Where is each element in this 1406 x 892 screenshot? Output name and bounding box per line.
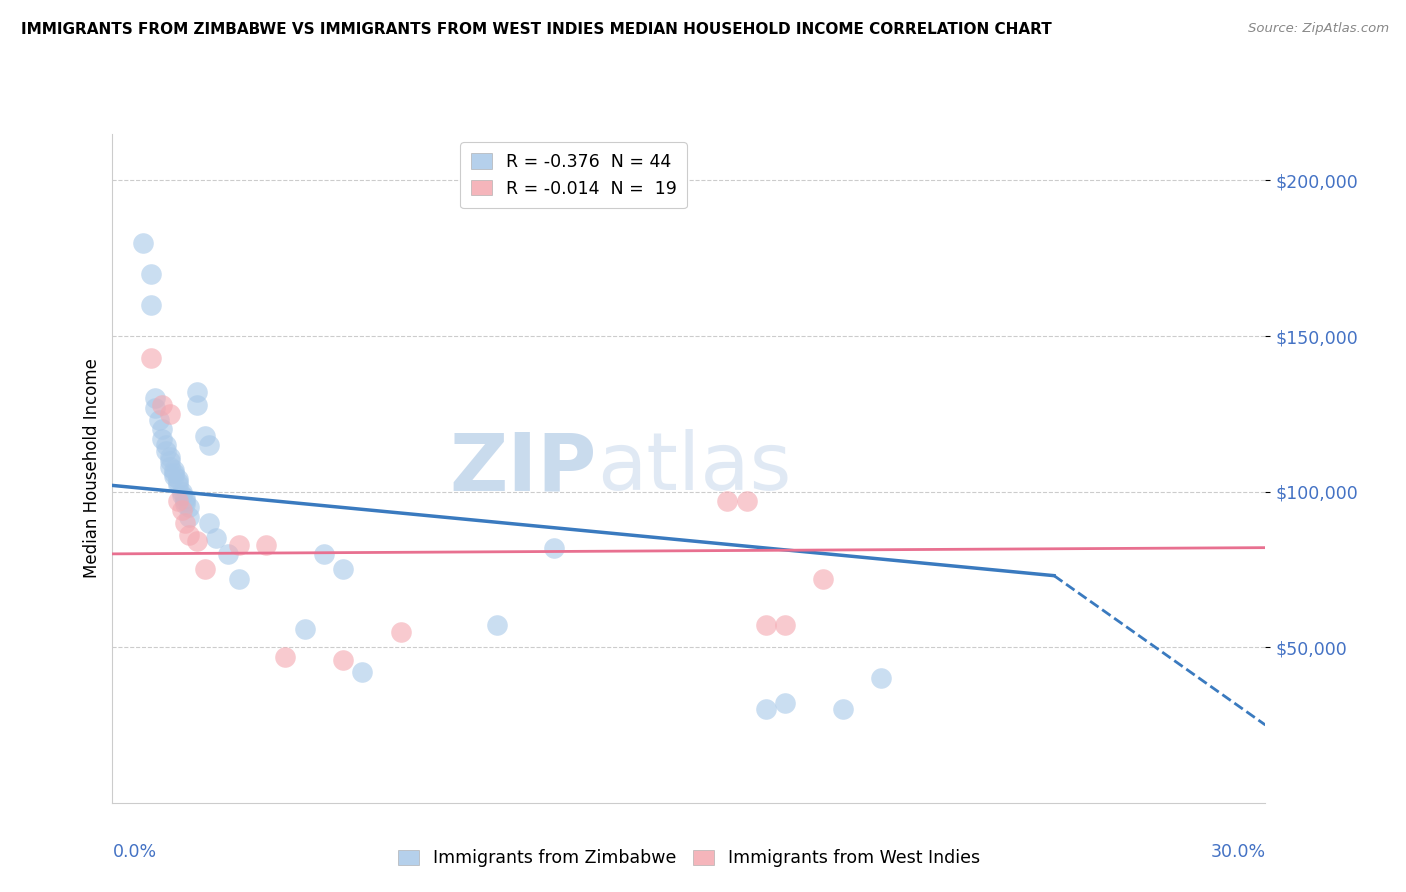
Point: [755, 618, 778, 632]
Text: IMMIGRANTS FROM ZIMBABWE VS IMMIGRANTS FROM WEST INDIES MEDIAN HOUSEHOLD INCOME : IMMIGRANTS FROM ZIMBABWE VS IMMIGRANTS F…: [21, 22, 1052, 37]
Point: [186, 534, 208, 549]
Point: [352, 665, 374, 679]
Point: [773, 696, 796, 710]
Point: [166, 472, 188, 486]
Point: [152, 422, 174, 436]
Point: [163, 466, 186, 480]
Point: [228, 572, 250, 586]
Point: [143, 392, 166, 406]
Point: [186, 397, 208, 411]
Point: [194, 562, 217, 576]
Point: [755, 702, 778, 716]
Y-axis label: Median Household Income: Median Household Income: [83, 359, 101, 578]
Point: [543, 541, 565, 555]
Point: [152, 432, 174, 446]
Point: [155, 438, 177, 452]
Point: [205, 531, 228, 545]
Point: [170, 503, 193, 517]
Point: [148, 413, 170, 427]
Point: [159, 459, 181, 474]
Point: [166, 494, 188, 508]
Point: [132, 235, 155, 250]
Text: 0.0%: 0.0%: [112, 843, 156, 861]
Point: [294, 622, 316, 636]
Point: [197, 516, 219, 530]
Point: [174, 497, 197, 511]
Point: [163, 463, 186, 477]
Point: [174, 516, 197, 530]
Point: [159, 453, 181, 467]
Point: [254, 537, 277, 551]
Point: [813, 572, 835, 586]
Point: [163, 469, 186, 483]
Text: ZIP: ZIP: [450, 429, 596, 508]
Point: [831, 702, 853, 716]
Point: [179, 528, 201, 542]
Point: [139, 267, 162, 281]
Point: [170, 484, 193, 499]
Point: [312, 547, 335, 561]
Point: [166, 475, 188, 490]
Point: [174, 494, 197, 508]
Point: [716, 494, 738, 508]
Point: [179, 500, 201, 515]
Point: [143, 401, 166, 415]
Point: [139, 298, 162, 312]
Point: [174, 491, 197, 505]
Point: [197, 438, 219, 452]
Point: [179, 509, 201, 524]
Point: [735, 494, 758, 508]
Point: [274, 649, 297, 664]
Point: [332, 653, 354, 667]
Point: [166, 478, 188, 492]
Point: [332, 562, 354, 576]
Text: 30.0%: 30.0%: [1211, 843, 1265, 861]
Text: atlas: atlas: [596, 429, 792, 508]
Point: [773, 618, 796, 632]
Legend: Immigrants from Zimbabwe, Immigrants from West Indies: Immigrants from Zimbabwe, Immigrants fro…: [391, 843, 987, 874]
Point: [186, 385, 208, 400]
Text: Source: ZipAtlas.com: Source: ZipAtlas.com: [1249, 22, 1389, 36]
Point: [217, 547, 239, 561]
Point: [155, 444, 177, 458]
Point: [170, 488, 193, 502]
Point: [870, 671, 893, 685]
Point: [485, 618, 508, 632]
Point: [159, 407, 181, 421]
Point: [159, 450, 181, 465]
Point: [152, 397, 174, 411]
Point: [228, 537, 250, 551]
Point: [389, 624, 412, 639]
Point: [194, 428, 217, 442]
Point: [139, 351, 162, 365]
